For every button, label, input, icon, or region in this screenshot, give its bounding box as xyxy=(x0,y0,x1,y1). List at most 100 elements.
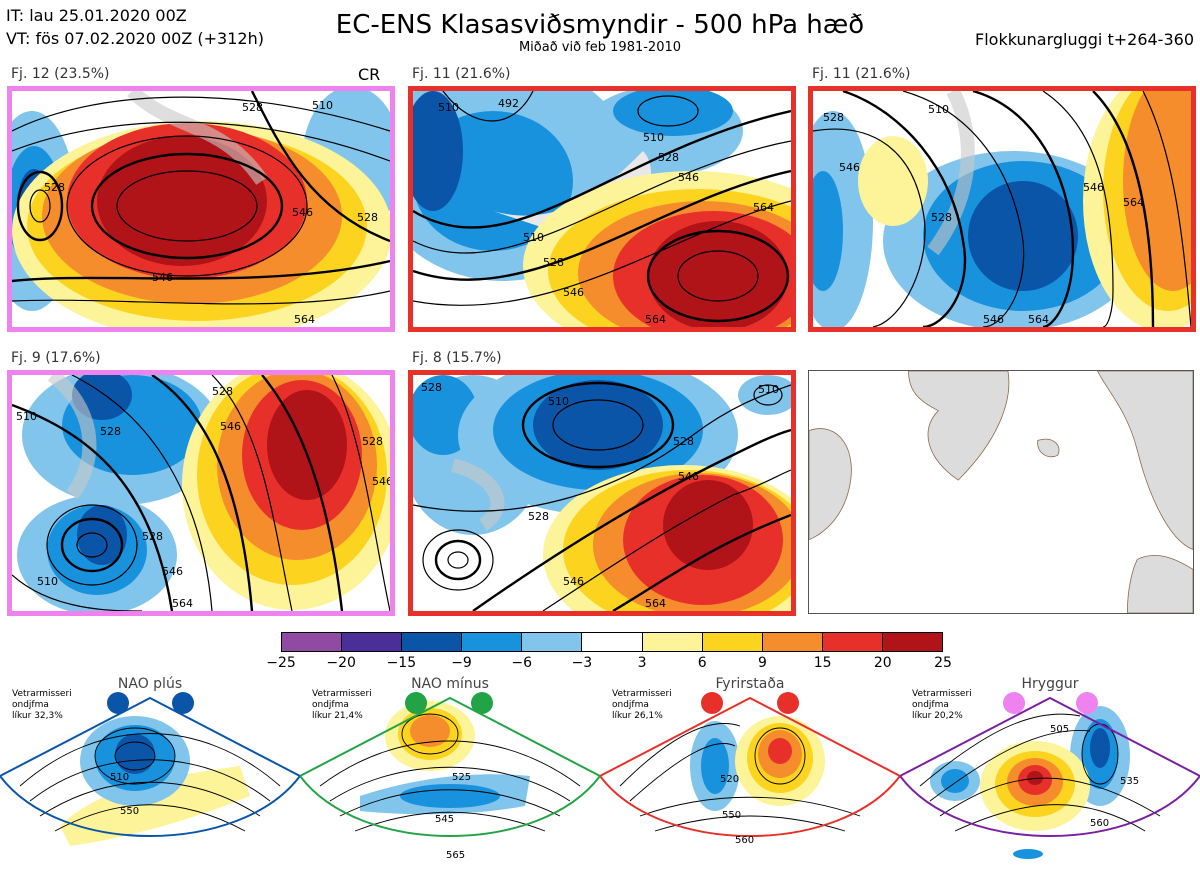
colorbar-tick-label: 3 xyxy=(637,655,647,671)
colorbar-tick-label: 9 xyxy=(757,655,767,671)
regime-title: NAO plús xyxy=(117,676,183,692)
contour-label: 510 xyxy=(548,395,569,408)
regime-nao-plus-plot: 510 550 xyxy=(0,696,300,846)
contour-label: 510 xyxy=(928,103,949,116)
contour-label: 564 xyxy=(172,597,193,610)
contour-label: 564 xyxy=(645,313,666,326)
regime-contour-label: 565 xyxy=(446,850,465,861)
regime-blocking-plot: 520 550 560 xyxy=(600,696,900,846)
regime-dot xyxy=(107,692,129,714)
colorbar-segment xyxy=(462,633,523,651)
contour-label: 492 xyxy=(498,97,519,110)
colorbar-segment xyxy=(762,633,823,651)
contour-label: 510 xyxy=(643,131,664,144)
contour-label: 564 xyxy=(294,313,315,326)
contour-label: 546 xyxy=(1083,181,1104,194)
regime-title: NAO mínus xyxy=(411,676,489,692)
regime-info: Vetrarmisseri ondjfma líkur 21,4% xyxy=(312,689,372,722)
valid-time: VT: fös 07.02.2020 00Z (+312h) xyxy=(6,29,264,48)
cluster-map-5[interactable]: 528 510 528 546 528 546 564 510 xyxy=(408,370,796,616)
regime-nao-minus-plot: 525 545 565 xyxy=(300,696,600,861)
contour-label: 564 xyxy=(1028,313,1049,326)
contour-label: 528 xyxy=(357,211,378,224)
panel-3-label: Fj. 11 (21.6%) xyxy=(812,66,911,82)
regime-contour-label: 550 xyxy=(722,810,741,821)
regime-contour-label: 545 xyxy=(435,814,454,825)
contour-label: 546 xyxy=(162,565,183,578)
regime-contour-label: 535 xyxy=(1120,776,1139,787)
colorbar-segment xyxy=(822,633,883,651)
colorbar-tick-label: 6 xyxy=(697,655,707,671)
contour-label: 564 xyxy=(1123,196,1144,209)
contour-label: 528 xyxy=(44,181,65,194)
regime-info: Vetrarmisseri ondjfma líkur 32,3% xyxy=(12,689,72,722)
regime-ridge: 505 535 560 Hryggur Vetrarmisseri ondjfm… xyxy=(900,676,1200,871)
contour-label: 528 xyxy=(658,151,679,164)
cluster-map-3-plot: 510 528 528 546 564 546 564 546 xyxy=(813,91,1191,327)
regime-probability: líkur 21,4% xyxy=(312,711,363,721)
regime-blocking: 520 550 560 Fyrirstaða Vetrarmisseri ond… xyxy=(600,676,900,871)
cluster-map-2-plot: 510 492 510 528 546 564 510 528 546 564 xyxy=(413,91,791,327)
regime-dot xyxy=(172,692,194,714)
contour-label: 528 xyxy=(543,256,564,269)
regime-title: Fyrirstaða xyxy=(715,676,785,692)
panel-2-label: Fj. 11 (21.6%) xyxy=(412,66,511,82)
page-subtitle: Miðað við feb 1981-2010 xyxy=(518,40,682,55)
colorbar-segment xyxy=(282,633,343,651)
colorbar-tick-label: −15 xyxy=(386,655,417,671)
contour-label: 546 xyxy=(839,161,860,174)
regime-dot xyxy=(1003,692,1025,714)
contour-label: 564 xyxy=(753,201,774,214)
cluster-map-4-plot: 510 528 528 546 528 546 510 528 546 564 xyxy=(12,375,390,611)
contour-label: 528 xyxy=(673,435,694,448)
contour-label: 510 xyxy=(438,101,459,114)
regime-season: Vetrarmisseri xyxy=(312,689,372,699)
page-title: EC-ENS Klasasviðsmyndir - 500 hPa hæð xyxy=(335,10,865,40)
regime-season: Vetrarmisseri xyxy=(12,689,72,699)
control-run-tag: CR xyxy=(358,65,381,84)
regime-measure: ondjfma xyxy=(912,700,949,710)
regime-contour-label: 505 xyxy=(1050,724,1069,735)
regime-season: Vetrarmisseri xyxy=(612,689,672,699)
regime-dot xyxy=(777,692,799,714)
contour-label: 546 xyxy=(678,171,699,184)
regime-nao-minus: 525 545 565 NAO mínus Vetrarmisseri ondj… xyxy=(300,676,600,871)
colorbar-tick-label: 25 xyxy=(934,655,952,671)
contour-label: 528 xyxy=(421,381,442,394)
regime-info: Vetrarmisseri ondjfma líkur 26,1% xyxy=(612,689,672,722)
regime-probability: líkur 32,3% xyxy=(12,711,63,721)
contour-label: 564 xyxy=(645,597,666,610)
contour-label: 546 xyxy=(220,420,241,433)
colorbar-tick-label: −6 xyxy=(511,655,533,671)
contour-label: 528 xyxy=(362,435,383,448)
cluster-map-2[interactable]: 510 492 510 528 546 564 510 528 546 564 xyxy=(408,86,796,332)
contour-label: 510 xyxy=(758,383,779,396)
regime-dot xyxy=(405,692,427,714)
colorbar-tick-label: −9 xyxy=(451,655,472,671)
regime-nao-plus: 510 550 NAO plús Vetrarmisseri ondjfma l… xyxy=(0,676,300,871)
contour-label: 546 xyxy=(678,470,699,483)
contour-label: 528 xyxy=(142,530,163,543)
contour-label: 510 xyxy=(523,231,544,244)
colorbar-tick-label: 20 xyxy=(873,655,892,671)
regime-measure: ondjfma xyxy=(612,700,649,710)
cluster-map-3[interactable]: 510 528 528 546 564 546 564 546 xyxy=(808,86,1196,332)
contour-label: 546 xyxy=(563,575,584,588)
colorbar-segment xyxy=(522,633,583,651)
colorbar xyxy=(281,632,943,652)
regime-contour-label: 520 xyxy=(720,774,739,785)
regime-contour-label: 510 xyxy=(110,772,129,783)
regime-dot xyxy=(1076,692,1098,714)
panel-1-label: Fj. 12 (23.5%) xyxy=(11,66,110,82)
contour-label: 546 xyxy=(372,475,390,488)
cluster-map-4[interactable]: 510 528 528 546 528 546 510 528 546 564 xyxy=(7,370,395,616)
cluster-map-1[interactable]: 528 510 528 546 528 546 564 xyxy=(7,86,395,332)
panel-5-label: Fj. 8 (15.7%) xyxy=(412,350,502,366)
colorbar-segment xyxy=(882,633,943,651)
regime-season: Vetrarmisseri xyxy=(912,689,972,699)
contour-label: 546 xyxy=(983,313,1004,326)
contour-label: 528 xyxy=(100,425,121,438)
colorbar-segment xyxy=(702,633,763,651)
contour-label: 510 xyxy=(312,99,333,112)
regime-dot xyxy=(701,692,723,714)
